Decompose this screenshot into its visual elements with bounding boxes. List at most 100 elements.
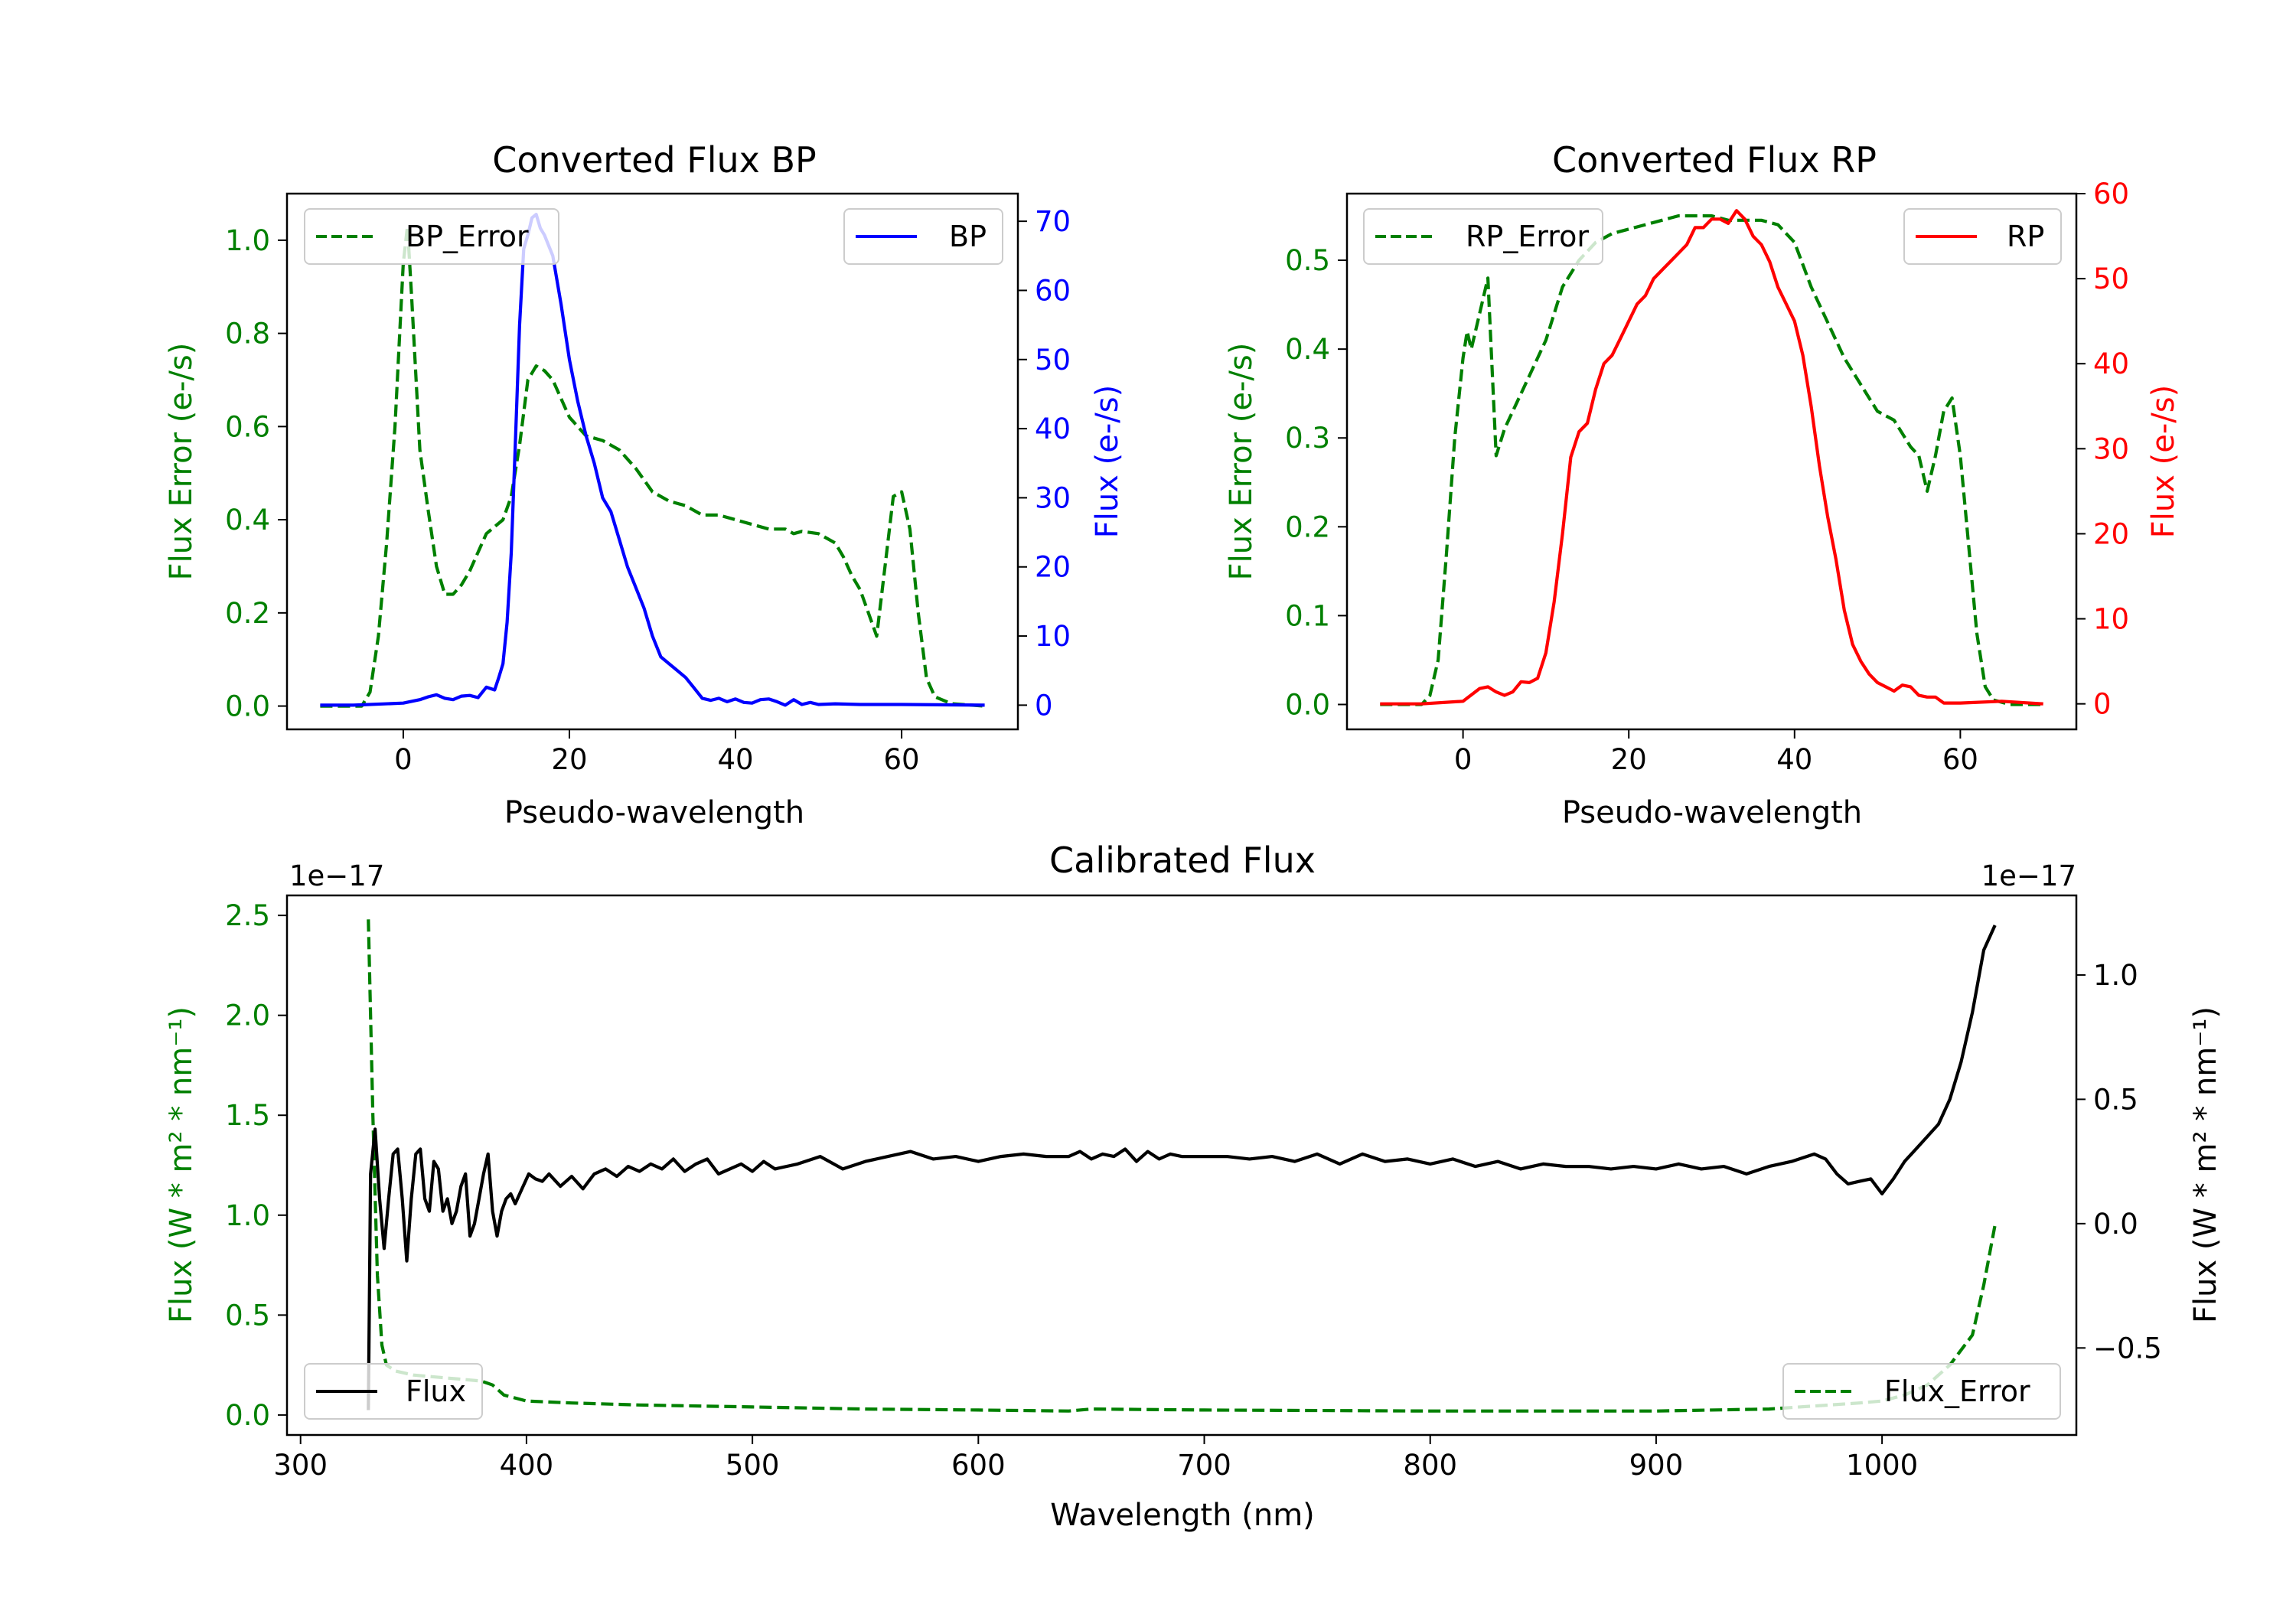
y-axis-left-label: Flux Error (e-/s): [1224, 343, 1259, 581]
legend-box: [1363, 208, 1603, 265]
y-left-tick-label: 0.3: [1285, 422, 1330, 455]
x-tick-label: 300: [273, 1449, 328, 1482]
x-tick-label: 600: [951, 1449, 1006, 1482]
x-axis-label: Wavelength (nm): [1050, 1498, 1315, 1533]
y-right-tick-label: 60: [2093, 178, 2129, 210]
y-axis-right-label: Flux (W * m² * nm⁻¹): [2188, 1006, 2223, 1323]
chart-title: Converted Flux BP: [492, 139, 817, 181]
x-axis: 0 20 40 60: [394, 729, 920, 776]
y-left-tick-label: 1.0: [225, 1199, 270, 1232]
x-tick-label: 0: [1454, 743, 1473, 776]
legend-left: BP_Error: [304, 208, 559, 265]
y-right-tick-label: 10: [1035, 620, 1071, 653]
y-left-tick-label: 0.0: [225, 690, 270, 723]
y-axis-right-label: Flux (e-/s): [2146, 385, 2181, 538]
y-right-tick-label: 30: [2093, 432, 2129, 465]
y-right-tick-label: 50: [1035, 344, 1071, 377]
y-right-tick-label: 0.0: [2093, 1208, 2138, 1241]
x-tick-label: 60: [1942, 743, 1978, 776]
x-tick-label: 60: [884, 743, 920, 776]
x-tick-label: 1000: [1846, 1449, 1918, 1482]
y-left-tick-label: 0.0: [1285, 688, 1330, 721]
x-tick-label: 900: [1629, 1449, 1684, 1482]
y-left-tick-label: 1.5: [225, 1099, 270, 1132]
y-right-tick-label: 30: [1035, 481, 1071, 514]
y-axis-left: 0.0 0.5 1.0 1.5 2.0 2.5: [225, 899, 287, 1432]
axes-frame: [285, 192, 1019, 731]
y-axis-right-label: Flux (e-/s): [1090, 385, 1125, 538]
x-tick-label: 20: [551, 743, 587, 776]
x-tick-label: 40: [1776, 743, 1812, 776]
y-right-tick-label: 40: [2093, 347, 2129, 380]
y-left-tick-label: 2.5: [225, 899, 270, 932]
legend-right: BP: [843, 208, 1003, 265]
x-tick-label: 0: [394, 743, 413, 776]
legend-box: [304, 1363, 483, 1420]
series-line-rp-error: [1380, 214, 2043, 706]
y-left-tick-label: 0.4: [225, 504, 270, 536]
chart-bp: Converted Flux BP 0 20 40 60 0.0 0.2 0.4 0.6 0.…: [164, 139, 1125, 830]
chart-calibrated: Calibrated Flux 300 400 500 600 700 800 900 100…: [164, 840, 2223, 1533]
series-line-bp-error: [320, 224, 985, 708]
y-right-tick-label: 0: [1035, 689, 1053, 722]
chart-title: Calibrated Flux: [1049, 840, 1316, 881]
y-left-tick-label: 0.6: [225, 410, 270, 443]
chart-title: Converted Flux RP: [1552, 139, 1877, 181]
plot-area: [320, 213, 985, 708]
legend-label: BP: [949, 220, 987, 253]
y-right-tick-label: 50: [2093, 263, 2129, 295]
series-line-flux: [367, 925, 1997, 1410]
y-right-tick-label: −0.5: [2093, 1332, 2162, 1365]
x-axis-label: Pseudo-wavelength: [1562, 795, 1862, 830]
x-axis: 0 20 40 60: [1454, 729, 1978, 776]
axes-frame: [285, 894, 2078, 1437]
y-left-tick-label: 0.8: [225, 318, 270, 351]
y-axis-right: −0.5 0.0 0.5 1.0: [2076, 959, 2162, 1365]
x-tick-label: 20: [1611, 743, 1647, 776]
y-left-tick-label: 0.0: [225, 1399, 270, 1432]
y-axis-right: 0 10 20 30 40 50 60 70: [1018, 205, 1071, 722]
y-left-tick-label: 0.4: [1285, 333, 1330, 366]
legend-box: [1903, 208, 2062, 265]
y-left-tick-label: 0.2: [1285, 510, 1330, 543]
y-right-tick-label: 70: [1035, 205, 1071, 238]
legend-box: [1782, 1363, 2061, 1420]
y-left-tick-label: 0.2: [225, 597, 270, 630]
series-line-bp: [320, 213, 985, 707]
legend-label: Flux_Error: [1884, 1375, 2030, 1408]
y-left-tick-label: 0.5: [225, 1299, 270, 1332]
x-axis-label: Pseudo-wavelength: [504, 795, 804, 830]
x-axis: 300 400 500 600 700 800 900 1000: [273, 1435, 1918, 1482]
plot-area: [1380, 209, 2043, 706]
y-axis-left: 0.0 0.2 0.4 0.6 0.8 1.0: [225, 224, 287, 723]
x-tick-label: 40: [717, 743, 753, 776]
legend-label: Flux: [406, 1375, 466, 1408]
x-tick-label: 800: [1403, 1449, 1457, 1482]
y-left-tick-label: 2.0: [225, 1000, 270, 1032]
y-right-tick-label: 1.0: [2093, 959, 2138, 992]
y-axis-left-label: Flux Error (e-/s): [164, 343, 199, 581]
chart-rp: Converted Flux RP 0 20 40 60 0.0 0.1 0.2 0.3 0.…: [1224, 139, 2181, 830]
legend-left: Flux: [304, 1363, 483, 1420]
x-tick-label: 400: [500, 1449, 554, 1482]
y-axis-left-offset: 1e−17: [289, 859, 384, 892]
y-left-tick-label: 0.5: [1285, 244, 1330, 277]
legend-right: RP: [1903, 208, 2062, 265]
legend-left: RP_Error: [1363, 208, 1603, 265]
y-right-tick-label: 20: [1035, 551, 1071, 584]
legend-box: [304, 208, 559, 265]
y-right-tick-label: 10: [2093, 603, 2129, 636]
y-right-tick-label: 60: [1035, 274, 1071, 307]
y-right-tick-label: 0: [2093, 688, 2112, 721]
y-axis-right: 0 10 20 30 40 50 60: [2076, 178, 2129, 721]
axes-frame: [1345, 192, 2078, 731]
legend-label: RP_Error: [1466, 220, 1589, 253]
x-tick-label: 700: [1177, 1449, 1231, 1482]
legend-label: RP: [2007, 220, 2044, 253]
x-tick-label: 500: [726, 1449, 780, 1482]
y-right-tick-label: 0.5: [2093, 1083, 2138, 1116]
y-axis-right-offset: 1e−17: [1981, 859, 2076, 892]
y-left-tick-label: 0.1: [1285, 599, 1330, 632]
